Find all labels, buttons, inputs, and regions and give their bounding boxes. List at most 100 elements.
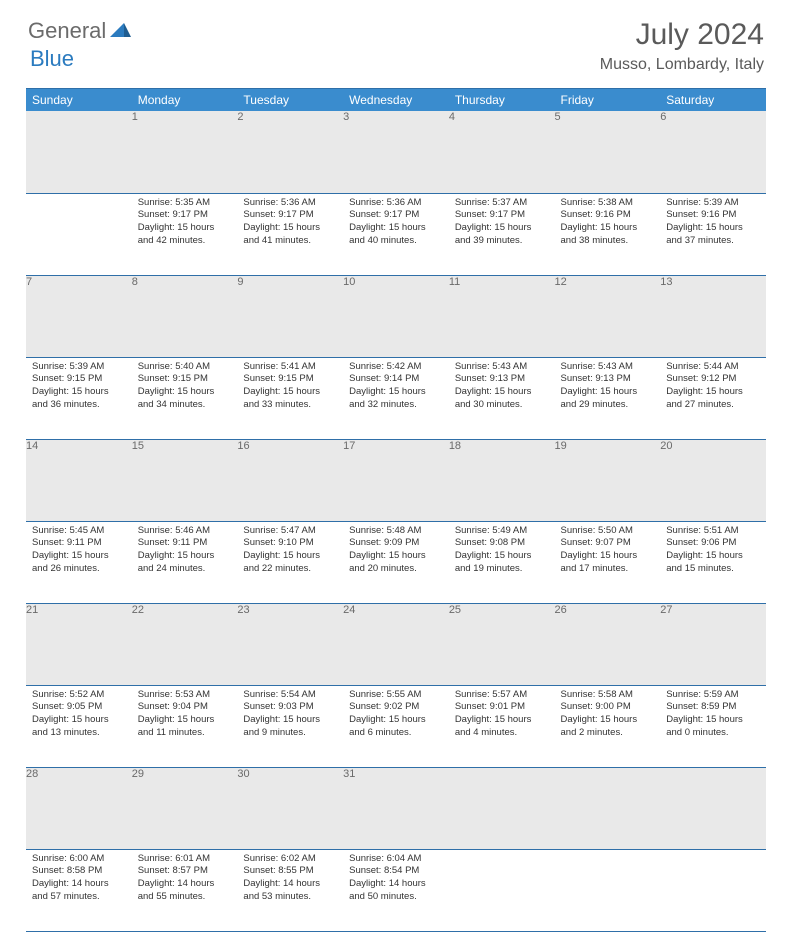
day-number-cell: 11: [449, 275, 555, 357]
day-cell: [660, 849, 766, 931]
day-number-cell: 14: [26, 439, 132, 521]
weekday-header-cell: Sunday: [26, 89, 132, 112]
day-cell: Sunrise: 5:52 AMSunset: 9:05 PMDaylight:…: [26, 685, 132, 767]
day-number-cell: 12: [555, 275, 661, 357]
location-text: Musso, Lombardy, Italy: [600, 56, 764, 74]
day-number-cell: 23: [237, 603, 343, 685]
day-number-cell: 10: [343, 275, 449, 357]
day-cell: Sunrise: 5:36 AMSunset: 9:17 PMDaylight:…: [343, 193, 449, 275]
day-cell: Sunrise: 5:51 AMSunset: 9:06 PMDaylight:…: [660, 521, 766, 603]
title-block: July 2024 Musso, Lombardy, Italy: [600, 18, 764, 74]
day-cell-body: [555, 850, 661, 857]
day-number-cell: [555, 767, 661, 849]
day-cell-body: Sunrise: 5:44 AMSunset: 9:12 PMDaylight:…: [660, 358, 766, 416]
day-number-cell: [26, 111, 132, 193]
day-cell: Sunrise: 5:58 AMSunset: 9:00 PMDaylight:…: [555, 685, 661, 767]
day-number-cell: 22: [132, 603, 238, 685]
day-cell: Sunrise: 5:39 AMSunset: 9:15 PMDaylight:…: [26, 357, 132, 439]
day-cell-body: [660, 850, 766, 857]
day-cell: Sunrise: 5:43 AMSunset: 9:13 PMDaylight:…: [449, 357, 555, 439]
day-cell-body: Sunrise: 5:35 AMSunset: 9:17 PMDaylight:…: [132, 194, 238, 252]
day-cell: Sunrise: 5:37 AMSunset: 9:17 PMDaylight:…: [449, 193, 555, 275]
day-cell-body: Sunrise: 5:57 AMSunset: 9:01 PMDaylight:…: [449, 686, 555, 744]
day-number-cell: 13: [660, 275, 766, 357]
day-cell: Sunrise: 5:53 AMSunset: 9:04 PMDaylight:…: [132, 685, 238, 767]
day-cell: Sunrise: 6:01 AMSunset: 8:57 PMDaylight:…: [132, 849, 238, 931]
day-cell: [449, 849, 555, 931]
day-number-cell: 1: [132, 111, 238, 193]
day-cell: Sunrise: 6:02 AMSunset: 8:55 PMDaylight:…: [237, 849, 343, 931]
day-cell-body: Sunrise: 5:50 AMSunset: 9:07 PMDaylight:…: [555, 522, 661, 580]
day-cell-body: Sunrise: 5:49 AMSunset: 9:08 PMDaylight:…: [449, 522, 555, 580]
day-cell-body: Sunrise: 6:04 AMSunset: 8:54 PMDaylight:…: [343, 850, 449, 908]
day-cell-body: Sunrise: 5:59 AMSunset: 8:59 PMDaylight:…: [660, 686, 766, 744]
day-cell: Sunrise: 5:44 AMSunset: 9:12 PMDaylight:…: [660, 357, 766, 439]
day-cell: Sunrise: 5:39 AMSunset: 9:16 PMDaylight:…: [660, 193, 766, 275]
day-cell-body: Sunrise: 5:36 AMSunset: 9:17 PMDaylight:…: [343, 194, 449, 252]
day-cell-body: [449, 850, 555, 857]
day-number-cell: 19: [555, 439, 661, 521]
day-cell: Sunrise: 5:36 AMSunset: 9:17 PMDaylight:…: [237, 193, 343, 275]
day-cell-body: Sunrise: 5:37 AMSunset: 9:17 PMDaylight:…: [449, 194, 555, 252]
logo-triangle-icon: [110, 20, 132, 43]
day-cell-body: Sunrise: 5:52 AMSunset: 9:05 PMDaylight:…: [26, 686, 132, 744]
weekday-header-cell: Thursday: [449, 89, 555, 112]
day-cell: Sunrise: 5:57 AMSunset: 9:01 PMDaylight:…: [449, 685, 555, 767]
day-number-cell: 16: [237, 439, 343, 521]
month-title: July 2024: [600, 18, 764, 52]
day-cell: Sunrise: 5:41 AMSunset: 9:15 PMDaylight:…: [237, 357, 343, 439]
day-number-cell: 6: [660, 111, 766, 193]
day-number-cell: 15: [132, 439, 238, 521]
day-cell: Sunrise: 5:59 AMSunset: 8:59 PMDaylight:…: [660, 685, 766, 767]
day-number-cell: 21: [26, 603, 132, 685]
day-number-cell: 8: [132, 275, 238, 357]
day-cell-body: Sunrise: 5:53 AMSunset: 9:04 PMDaylight:…: [132, 686, 238, 744]
day-cell: Sunrise: 5:47 AMSunset: 9:10 PMDaylight:…: [237, 521, 343, 603]
day-cell-body: Sunrise: 5:45 AMSunset: 9:11 PMDaylight:…: [26, 522, 132, 580]
day-cell-body: Sunrise: 6:02 AMSunset: 8:55 PMDaylight:…: [237, 850, 343, 908]
day-cell: Sunrise: 5:50 AMSunset: 9:07 PMDaylight:…: [555, 521, 661, 603]
day-cell: Sunrise: 5:38 AMSunset: 9:16 PMDaylight:…: [555, 193, 661, 275]
day-cell: [555, 849, 661, 931]
day-cell-body: Sunrise: 5:54 AMSunset: 9:03 PMDaylight:…: [237, 686, 343, 744]
day-cell-body: Sunrise: 5:39 AMSunset: 9:16 PMDaylight:…: [660, 194, 766, 252]
day-cell: Sunrise: 5:45 AMSunset: 9:11 PMDaylight:…: [26, 521, 132, 603]
day-number-cell: 26: [555, 603, 661, 685]
page-header: General July 2024 Musso, Lombardy, Italy: [0, 0, 792, 82]
day-cell: [26, 193, 132, 275]
day-number-cell: 2: [237, 111, 343, 193]
day-cell: Sunrise: 6:04 AMSunset: 8:54 PMDaylight:…: [343, 849, 449, 931]
day-cell-body: Sunrise: 5:36 AMSunset: 9:17 PMDaylight:…: [237, 194, 343, 252]
weekday-header-cell: Saturday: [660, 89, 766, 112]
day-cell: Sunrise: 5:48 AMSunset: 9:09 PMDaylight:…: [343, 521, 449, 603]
day-number-cell: 7: [26, 275, 132, 357]
day-cell-body: Sunrise: 6:01 AMSunset: 8:57 PMDaylight:…: [132, 850, 238, 908]
day-number-cell: 20: [660, 439, 766, 521]
day-cell: Sunrise: 5:54 AMSunset: 9:03 PMDaylight:…: [237, 685, 343, 767]
day-cell: Sunrise: 5:46 AMSunset: 9:11 PMDaylight:…: [132, 521, 238, 603]
day-number-cell: 30: [237, 767, 343, 849]
day-number-cell: 29: [132, 767, 238, 849]
day-cell-body: Sunrise: 5:39 AMSunset: 9:15 PMDaylight:…: [26, 358, 132, 416]
day-cell: Sunrise: 5:42 AMSunset: 9:14 PMDaylight:…: [343, 357, 449, 439]
weekday-header-cell: Wednesday: [343, 89, 449, 112]
day-number-cell: 31: [343, 767, 449, 849]
day-cell-body: Sunrise: 5:48 AMSunset: 9:09 PMDaylight:…: [343, 522, 449, 580]
logo-word-blue: Blue: [30, 46, 74, 72]
weekday-header: SundayMondayTuesdayWednesdayThursdayFrid…: [26, 89, 766, 112]
day-number-cell: 27: [660, 603, 766, 685]
day-cell-body: Sunrise: 5:47 AMSunset: 9:10 PMDaylight:…: [237, 522, 343, 580]
day-cell: Sunrise: 5:35 AMSunset: 9:17 PMDaylight:…: [132, 193, 238, 275]
day-number-cell: 25: [449, 603, 555, 685]
day-cell-body: Sunrise: 5:42 AMSunset: 9:14 PMDaylight:…: [343, 358, 449, 416]
day-cell: Sunrise: 6:00 AMSunset: 8:58 PMDaylight:…: [26, 849, 132, 931]
day-cell-body: Sunrise: 5:43 AMSunset: 9:13 PMDaylight:…: [449, 358, 555, 416]
day-cell: Sunrise: 5:43 AMSunset: 9:13 PMDaylight:…: [555, 357, 661, 439]
day-cell: Sunrise: 5:49 AMSunset: 9:08 PMDaylight:…: [449, 521, 555, 603]
day-number-cell: [660, 767, 766, 849]
calendar-table: SundayMondayTuesdayWednesdayThursdayFrid…: [26, 88, 766, 932]
day-cell-body: Sunrise: 5:55 AMSunset: 9:02 PMDaylight:…: [343, 686, 449, 744]
day-cell-body: Sunrise: 5:58 AMSunset: 9:00 PMDaylight:…: [555, 686, 661, 744]
day-cell-body: Sunrise: 5:40 AMSunset: 9:15 PMDaylight:…: [132, 358, 238, 416]
day-number-cell: 18: [449, 439, 555, 521]
